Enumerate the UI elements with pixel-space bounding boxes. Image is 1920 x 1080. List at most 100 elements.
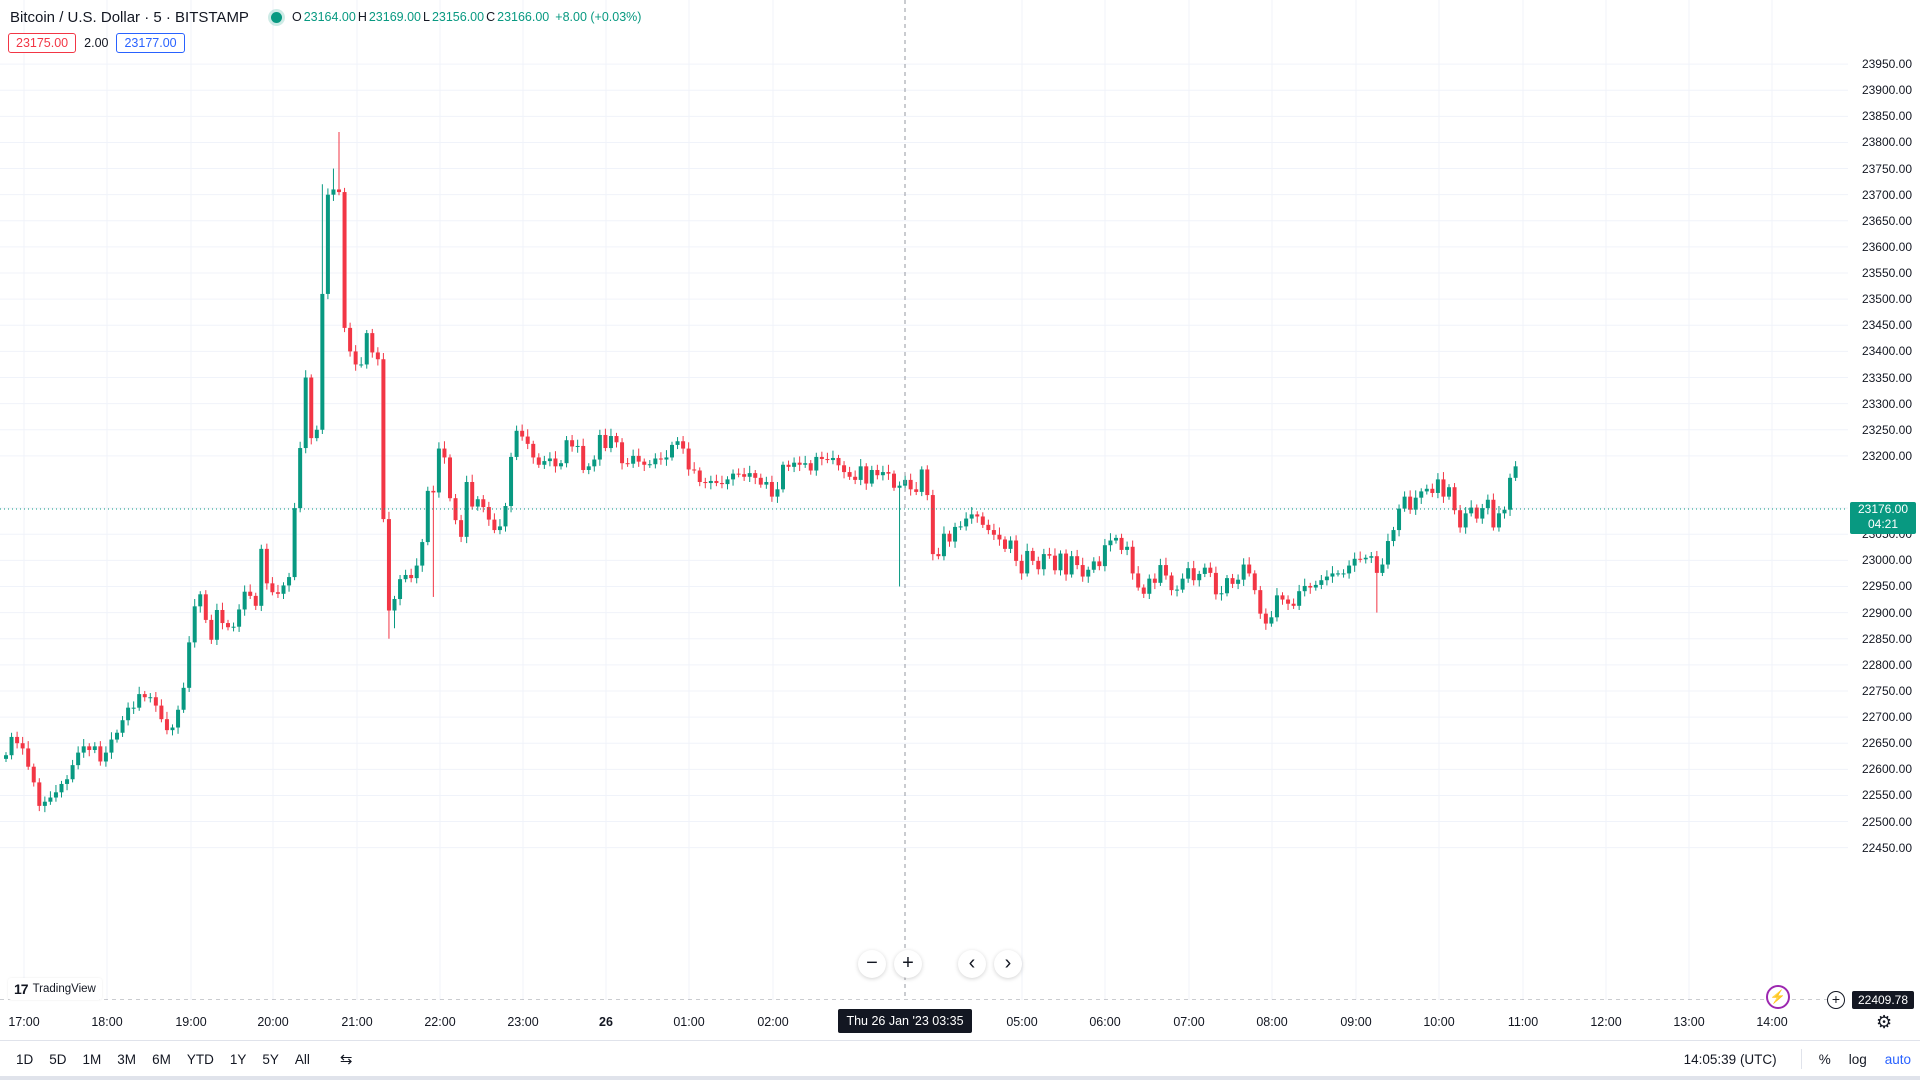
price-tick-label: 23950.00 — [1861, 57, 1912, 72]
candle-body — [731, 473, 736, 480]
zoom-in-button[interactable]: + — [894, 950, 922, 978]
add-alert-plus-icon[interactable]: + — [1827, 991, 1845, 1009]
candle-body — [914, 489, 919, 492]
crosshair-time-label: Thu 26 Jan '23 03:35 — [838, 1009, 972, 1033]
close-label: C — [486, 10, 496, 24]
quote-buttons: 23175.00 2.00 23177.00 — [8, 33, 185, 53]
low-label: L — [423, 10, 430, 24]
auto-scale-toggle[interactable]: auto — [1884, 1051, 1911, 1067]
candle-body — [603, 434, 608, 449]
market-open-status-icon[interactable] — [270, 11, 282, 23]
candle-body — [825, 459, 830, 461]
candle-body — [897, 485, 902, 488]
candle-body — [425, 490, 430, 543]
candle-body — [1485, 499, 1490, 509]
gear-icon[interactable]: ⚙ — [1876, 1012, 1893, 1032]
candle-body — [1025, 550, 1030, 574]
time-tick-label: 22:00 — [424, 1015, 456, 1029]
candle-body — [1324, 576, 1329, 581]
price-tick-label: 23900.00 — [1861, 83, 1912, 98]
date-range-icon[interactable]: ⇆ — [339, 1051, 353, 1068]
candle-body — [303, 377, 308, 449]
bottom-strip — [0, 1076, 1920, 1080]
candle-body — [109, 739, 114, 753]
candle-body — [1319, 580, 1324, 585]
range-ytd-button[interactable]: YTD — [186, 1051, 214, 1067]
candle-body — [375, 352, 380, 360]
percent-scale-toggle[interactable]: % — [1818, 1051, 1831, 1067]
candle-body — [1513, 466, 1518, 478]
candle-body — [325, 194, 330, 294]
buy-button[interactable]: 23177.00 — [116, 33, 185, 53]
candle-body — [331, 189, 336, 195]
candle-body — [819, 456, 824, 460]
candle-body — [753, 473, 758, 478]
range-6m-button[interactable]: 6M — [152, 1051, 171, 1067]
range-1y-button[interactable]: 1Y — [229, 1051, 247, 1067]
candle-body — [686, 448, 691, 470]
range-all-button[interactable]: All — [294, 1051, 310, 1067]
candle-body — [1147, 578, 1152, 594]
candle-body — [892, 473, 896, 488]
candle-body — [614, 436, 619, 443]
candle-body — [536, 457, 541, 465]
candle-body — [1258, 590, 1263, 614]
candle-body — [1474, 507, 1479, 519]
candle-body — [1408, 496, 1413, 510]
candle-body — [858, 466, 863, 480]
candle-body — [59, 783, 64, 793]
utc-clock[interactable]: 14:05:39 (UTC) — [1683, 1051, 1777, 1067]
candle-body — [1119, 537, 1124, 550]
price-tick-label: 22500.00 — [1861, 814, 1912, 829]
candle-body — [220, 609, 225, 624]
price-tick-label: 23300.00 — [1861, 396, 1912, 411]
price-tick-label: 23450.00 — [1861, 318, 1912, 333]
candle-body — [1380, 564, 1385, 573]
zoom-out-button[interactable]: − — [858, 950, 886, 978]
candle-body — [830, 457, 835, 461]
price-tick-label: 22750.00 — [1861, 683, 1912, 698]
tradingview-logo[interactable]: 17 TradingView — [8, 978, 102, 1000]
candle-body — [98, 746, 103, 762]
candle-body — [309, 377, 314, 439]
candlestick-chart[interactable] — [0, 0, 1848, 1000]
lightning-icon[interactable]: ⚡ — [1766, 985, 1790, 1009]
time-tick-label: 09:00 — [1340, 1015, 1372, 1029]
candle-body — [20, 743, 25, 749]
time-tick-label: 12:00 — [1590, 1015, 1622, 1029]
candle-body — [875, 469, 880, 476]
candle-body — [1102, 545, 1107, 567]
candle-body — [198, 594, 203, 607]
candle-body — [1091, 561, 1096, 570]
candle-body — [747, 473, 752, 477]
scroll-forward-button[interactable]: › — [994, 950, 1022, 978]
candle-body — [37, 782, 42, 806]
chart-area[interactable] — [0, 0, 1848, 1000]
range-1m-button[interactable]: 1M — [82, 1051, 102, 1067]
price-axis[interactable]: 23950.00 23900.00 23850.00 23800.00 23750.00… — [1848, 0, 1920, 1000]
log-scale-toggle[interactable]: log — [1848, 1051, 1867, 1067]
candle-body — [1003, 539, 1007, 549]
range-3m-button[interactable]: 3M — [117, 1051, 137, 1067]
candle-body — [681, 441, 686, 449]
candle-body — [1069, 556, 1074, 575]
candle-body — [459, 520, 464, 537]
candle-body — [908, 479, 913, 490]
sell-button[interactable]: 23175.00 — [8, 33, 77, 53]
candle-body — [1008, 540, 1013, 549]
time-axis[interactable]: 17:00 18:00 19:00 20:00 21:00 22:00 23:00 26 01:… — [0, 1008, 1848, 1036]
candle-body — [176, 709, 181, 728]
candle-body — [497, 526, 502, 531]
tradingview-logo-text: TradingView — [32, 983, 96, 995]
candle-body — [1225, 578, 1229, 594]
range-1d-button[interactable]: 1D — [16, 1051, 34, 1067]
symbol-title[interactable]: Bitcoin / U.S. Dollar · 5 · BITSTAMP — [10, 8, 249, 26]
scroll-back-button[interactable]: ‹ — [958, 950, 986, 978]
range-5d-button[interactable]: 5D — [49, 1051, 67, 1067]
candle-body — [997, 534, 1002, 540]
candle-body — [120, 720, 125, 733]
candle-body — [1213, 572, 1218, 595]
candle-body — [453, 498, 458, 521]
range-5y-button[interactable]: 5Y — [262, 1051, 279, 1067]
candle-body — [1313, 584, 1318, 588]
